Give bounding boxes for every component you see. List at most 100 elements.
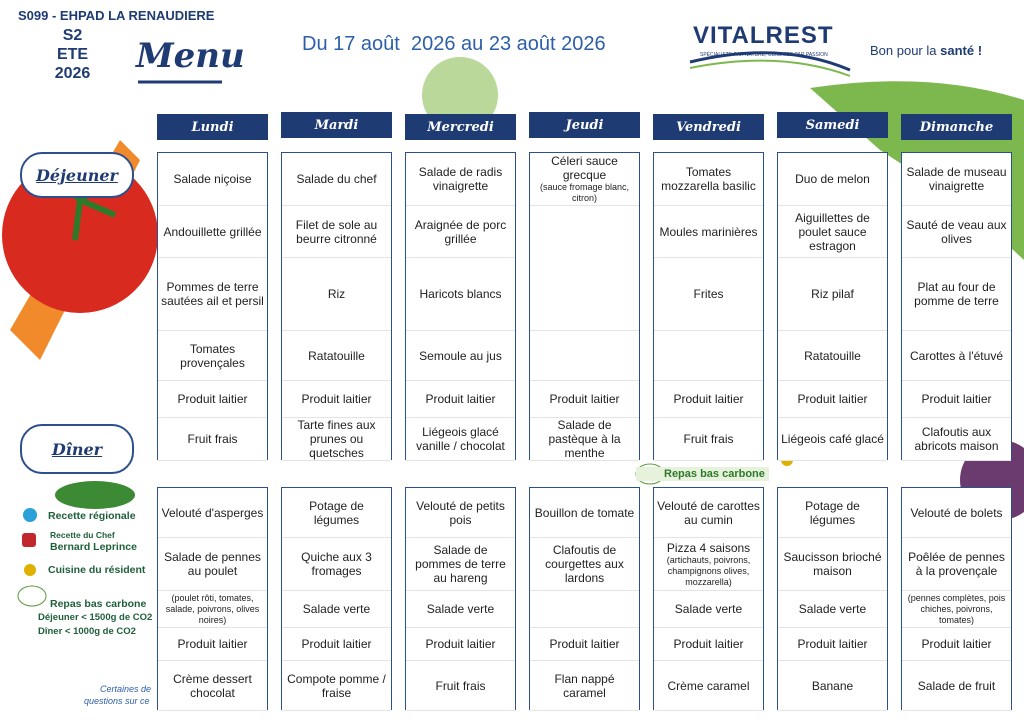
menu-cell: Velouté de bolets <box>902 488 1011 538</box>
dish: Produit laitier <box>921 637 992 651</box>
dish: Salade de pennes au poulet <box>164 550 261 578</box>
menu-cell: Araignée de porc grillée <box>406 206 515 258</box>
dish: Ratatouille <box>308 348 365 363</box>
menu-cell: Tomates provençales <box>158 331 267 381</box>
dish: Fruit frais <box>683 432 734 446</box>
dish-note: (poulet rôti, tomates, salade, poivrons,… <box>165 592 260 625</box>
dish: Tarte fines aux prunes ou quetsches <box>297 418 376 460</box>
menu-cell: Produit laitier <box>902 628 1011 661</box>
day-column: Velouté de carottes au cumin Pizza 4 sais… <box>653 487 764 711</box>
menu-title: Menu <box>136 36 245 76</box>
dish: Riz <box>327 287 346 301</box>
menu-cell: Liégeois café glacé <box>778 418 887 461</box>
menu-cell: (pennes complètes, pois chiches, poivron… <box>902 591 1011 628</box>
day-column: Velouté d'asperges Salade de pennes au po… <box>157 487 268 711</box>
dish: Velouté d'asperges <box>161 505 264 520</box>
dish: Produit laitier <box>921 392 992 406</box>
dish: Céleri sauce grecque <box>551 154 618 182</box>
dish: Fruit frais <box>435 678 486 693</box>
menu-cell: Salade de museau vinaigrette <box>902 153 1011 206</box>
menu-cell: Produit laitier <box>654 628 763 661</box>
menu-cell: Salade du chef <box>282 153 391 206</box>
dish: Haricots blancs <box>419 287 502 301</box>
day-header: Lundi <box>157 114 268 140</box>
legend-chef: Recette du Chef <box>50 530 115 540</box>
menu-cell: Produit laitier <box>158 628 267 661</box>
dish: Carottes à l'étuvé <box>909 348 1003 363</box>
menu-cell: Frites <box>654 258 763 331</box>
menu-cell: Céleri sauce grecque (sauce fromage blanc… <box>530 153 639 206</box>
dish: Velouté de petits pois <box>416 498 505 527</box>
legend-carbon-lunch: Déjeuner < 1500g de CO2 <box>38 612 153 623</box>
dish: Produit laitier <box>549 392 620 406</box>
dish: Semoule au jus <box>419 348 502 363</box>
menu-cell: Riz pilaf <box>778 258 887 331</box>
dish: Fruit frais <box>187 432 238 446</box>
menu-cell: Salade verte <box>406 591 515 628</box>
menu-cell: Fruit frais <box>654 418 763 461</box>
dish: Clafoutis de courgettes aux lardons <box>545 543 624 585</box>
menu-cell: Fruit frais <box>406 661 515 711</box>
dish: Sauté de veau aux olives <box>906 217 1007 246</box>
menu-cell: Produit laitier <box>654 381 763 418</box>
dish: Crème dessert chocolat <box>173 671 252 700</box>
day-column: Salade niçoise Andouillette grillée Pommes… <box>157 152 268 461</box>
dish: Salade de fruit <box>917 678 996 693</box>
menu-cell: Fruit frais <box>158 418 267 461</box>
day-header: Vendredi <box>653 114 764 140</box>
dish: Produit laitier <box>425 637 496 651</box>
dish: Plat au four de pomme de terre <box>914 280 999 308</box>
day-header: Samedi <box>777 112 888 138</box>
dish: Produit laitier <box>301 392 372 406</box>
menu-cell: Saucisson brioché maison <box>778 538 887 591</box>
menu-cell: Potage de légumes <box>282 488 391 538</box>
dish: Produit laitier <box>301 637 372 651</box>
menu-cell: Banane <box>778 661 887 711</box>
day-column: Salade du chef Filet de sole au beurre ci… <box>281 152 392 461</box>
menu-cell: Poêlée de pennes à la provençale <box>902 538 1011 591</box>
dish: Produit laitier <box>673 392 744 406</box>
menu-cell: Salade de pommes de terre au hareng <box>406 538 515 591</box>
footer-line: Certaines de <box>100 684 152 694</box>
dish: Moules marinières <box>659 224 758 239</box>
dish: Produit laitier <box>549 637 620 651</box>
slogan-text: Bon pour la <box>870 43 937 58</box>
dish: Salade de radis vinaigrette <box>418 165 503 193</box>
menu-cell: Carottes à l'étuvé <box>902 331 1011 381</box>
menu-cell: Produit laitier <box>778 381 887 418</box>
menu-cell: Salade de radis vinaigrette <box>406 153 515 206</box>
season: S2 ETE 2026 <box>40 26 105 83</box>
brand-swoosh <box>689 59 851 77</box>
menu-cell: Tarte fines aux prunes ou quetsches <box>282 418 391 461</box>
menu-cell: Sauté de veau aux olives <box>902 206 1011 258</box>
menu-cell: (poulet rôti, tomates, salade, poivrons,… <box>158 591 267 628</box>
menu-cell: Plat au four de pomme de terre <box>902 258 1011 331</box>
season-line: ETE <box>56 46 89 63</box>
menu-cell: Liégeois glacé vanille / chocolat <box>406 418 515 461</box>
brand-tagline: SPÉCIALISTE PAR NATURE, CUISINIER PAR PA… <box>700 52 828 58</box>
dish: Produit laitier <box>797 637 868 651</box>
menu-cell: Produit laitier <box>902 381 1011 418</box>
menu-cell: Velouté d'asperges <box>158 488 267 538</box>
footer-line: questions sur ce <box>84 696 150 706</box>
season-line: 2026 <box>54 65 91 82</box>
slogan-bold: santé ! <box>940 43 983 58</box>
day-column: Salade de radis vinaigrette Araignée de p… <box>405 152 516 461</box>
menu-cell: Duo de melon <box>778 153 887 206</box>
menu-cell: Ratatouille <box>282 331 391 381</box>
dish: Produit laitier <box>797 392 868 406</box>
dish: Potage de légumes <box>805 498 860 527</box>
menu-cell: Pommes de terre sautées ail et persil <box>158 258 267 331</box>
day-header: Dimanche <box>901 114 1012 140</box>
dish: Ratatouille <box>804 348 861 363</box>
dish: Salade niçoise <box>173 172 252 186</box>
dish: Pizza 4 saisons <box>666 540 751 555</box>
dish: Salade verte <box>674 602 743 616</box>
dish: Duo de melon <box>795 172 870 186</box>
menu-cell: Salade niçoise <box>158 153 267 206</box>
site-name: S099 - EHPAD LA RENAUDIERE <box>18 8 215 23</box>
dish: Salade du chef <box>296 172 377 186</box>
day-column: Tomates mozzarella basilic Moules mariniè… <box>653 152 764 461</box>
menu-cell: Produit laitier <box>406 381 515 418</box>
